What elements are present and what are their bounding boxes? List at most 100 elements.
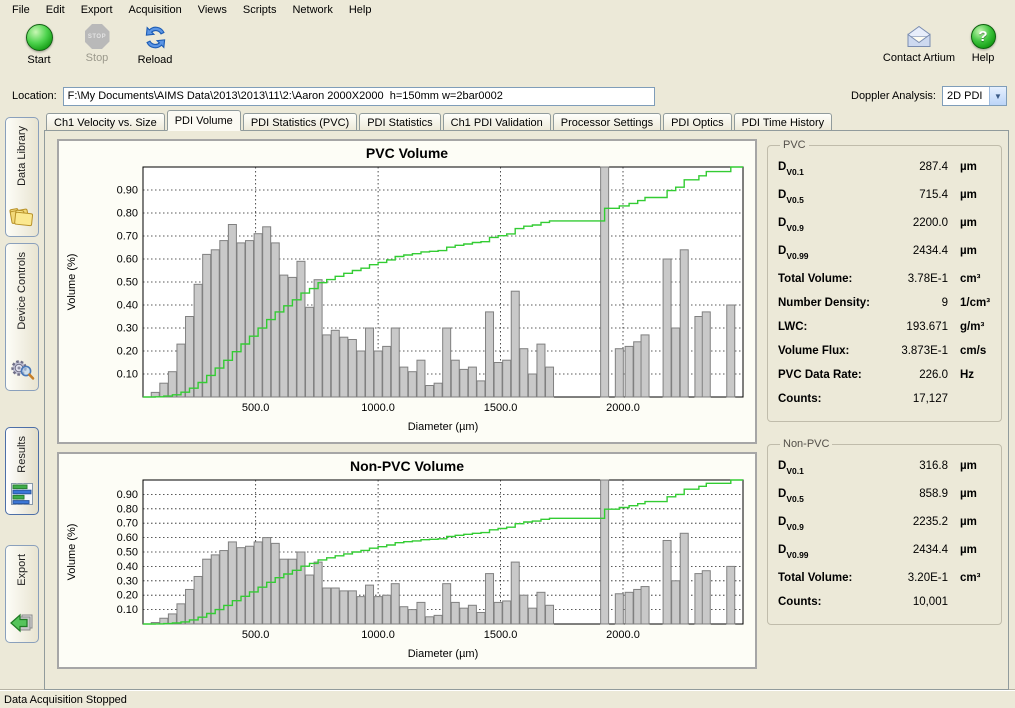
menu-item-file[interactable]: File [4,2,38,18]
svg-text:0.30: 0.30 [117,575,138,587]
tab-pdi-statistics[interactable]: PDI Statistics [359,113,440,131]
location-input[interactable] [63,87,655,106]
menu-item-acquisition[interactable]: Acquisition [121,2,190,18]
reload-button[interactable]: Reload [126,21,184,66]
pvc-row-total-volume: Total Volume:3.78E-1cm³ [778,273,993,297]
export-arrow-icon [9,604,35,637]
stat-value: 2200.0 [886,217,948,229]
menu-item-network[interactable]: Network [284,2,340,18]
pvc-stats-rows: DV0.1287.4µmDV0.5715.4µmDV0.92200.0µmDV0… [778,161,993,417]
sidebar-tab-label: Device Controls [16,252,28,330]
stat-label: DV0.99 [778,544,886,558]
doppler-analysis-select[interactable]: 2D PDI ▼ [942,86,1007,106]
stat-label: Total Volume: [778,572,886,584]
pvc-group-title: PVC [780,139,809,151]
non-pvc-row-dv0-1: DV0.1316.8µm [778,460,993,488]
reload-button-label: Reload [138,54,173,66]
menu-item-help[interactable]: Help [341,2,380,18]
stat-value: 10,001 [886,596,948,608]
help-button[interactable]: ? Help [961,21,1005,64]
pvc-row-number-density: Number Density:91/cm³ [778,297,993,321]
pvc-row-counts: Counts:17,127 [778,393,993,417]
stat-label: LWC: [778,321,886,333]
tab-ch1-pdi-validation[interactable]: Ch1 PDI Validation [443,113,551,131]
stat-value: 858.9 [886,488,948,500]
non-pvc-row-dv0-5: DV0.5858.9µm [778,488,993,516]
svg-text:0.80: 0.80 [117,503,138,515]
pvc-row-volume-flux: Volume Flux:3.873E-1cm/s [778,345,993,369]
svg-text:500.0: 500.0 [242,402,270,414]
tab-pdi-volume[interactable]: PDI Volume [167,110,241,131]
non-pvc-group-title: Non-PVC [780,438,832,450]
envelope-icon [904,24,934,49]
charts-column: PVC Volume 0.100.200.300.400.500.600.700… [57,139,757,683]
non-pvc-stats-rows: DV0.1316.8µmDV0.5858.9µmDV0.92235.2µmDV0… [778,460,993,620]
start-button[interactable]: Start [10,21,68,66]
svg-text:0.50: 0.50 [117,277,138,289]
location-label: Location: [12,90,57,102]
pvc-chart-title: PVC Volume [59,141,755,163]
pvc-row-dv0-99: DV0.992434.4µm [778,245,993,273]
pvc-stats-group: PVC DV0.1287.4µmDV0.5715.4µmDV0.92200.0µ… [767,139,1002,422]
tab-pdi-time-history[interactable]: PDI Time History [734,113,833,131]
stat-unit: µm [948,217,977,229]
stat-unit: cm³ [948,572,980,584]
content-area: Ch1 Velocity vs. SizePDI VolumePDI Stati… [44,109,1009,690]
stat-unit: cm/s [948,345,986,357]
tab-pdi-statistics-pvc[interactable]: PDI Statistics (PVC) [243,113,357,131]
stop-icon-text: STOP [88,34,106,40]
chevron-down-icon[interactable]: ▼ [989,87,1006,105]
stat-unit: Hz [948,369,974,381]
svg-text:0.60: 0.60 [117,254,138,266]
start-button-label: Start [27,54,50,66]
tab-ch1-velocity-vs-size[interactable]: Ch1 Velocity vs. Size [46,113,165,131]
non-pvc-stats-group: Non-PVC DV0.1316.8µmDV0.5858.9µmDV0.9223… [767,438,1002,625]
toolbar: Start STOP Stop Reload Contact Artium ? … [0,19,1015,83]
svg-text:0.90: 0.90 [117,489,138,501]
stat-value: 2235.2 [886,516,948,528]
stat-unit: 1/cm³ [948,297,990,309]
stat-unit: µm [948,488,977,500]
menu-item-edit[interactable]: Edit [38,2,73,18]
menu-item-export[interactable]: Export [73,2,121,18]
stat-label: DV0.5 [778,488,886,502]
svg-text:Volume (%): Volume (%) [66,524,78,581]
sidebar-tab-results[interactable]: Results [5,427,39,515]
non-pvc-volume-chart-panel: Non-PVC Volume 0.100.200.300.400.500.600… [57,452,757,669]
stat-label: Counts: [778,596,886,608]
stat-value: 17,127 [886,393,948,405]
svg-text:2000.0: 2000.0 [606,402,640,414]
sidebar-tab-data-library[interactable]: Data Library [5,117,39,237]
status-text: Data Acquisition Stopped [4,694,127,706]
svg-text:0.70: 0.70 [117,518,138,530]
svg-text:500.0: 500.0 [242,629,270,641]
svg-text:1500.0: 1500.0 [484,402,518,414]
stat-unit: µm [948,161,977,173]
stat-unit: µm [948,544,977,556]
reload-icon [142,24,169,51]
stat-label: Volume Flux: [778,345,886,357]
svg-text:1000.0: 1000.0 [361,629,395,641]
svg-text:0.80: 0.80 [117,208,138,220]
stat-label: DV0.1 [778,460,886,474]
svg-text:0.10: 0.10 [117,369,138,381]
contact-artium-button[interactable]: Contact Artium [877,21,961,64]
stat-label: DV0.5 [778,189,886,203]
stop-button[interactable]: STOP Stop [68,21,126,64]
menu-item-views[interactable]: Views [190,2,235,18]
menu-item-scripts[interactable]: Scripts [235,2,285,18]
sidebar-tab-device-controls[interactable]: Device Controls [5,243,39,391]
tab-processor-settings[interactable]: Processor Settings [553,113,661,131]
stat-value: 9 [886,297,948,309]
svg-text:1000.0: 1000.0 [361,402,395,414]
app-window: FileEditExportAcquisitionViewsScriptsNet… [0,0,1015,708]
stat-unit: cm³ [948,273,980,285]
svg-text:0.30: 0.30 [117,323,138,335]
status-bar: Data Acquisition Stopped [0,690,1015,708]
start-icon [26,24,53,51]
sidebar-tab-export[interactable]: Export [5,545,39,643]
pvc-row-dv0-1: DV0.1287.4µm [778,161,993,189]
tab-pdi-optics[interactable]: PDI Optics [663,113,732,131]
stat-unit: µm [948,516,977,528]
main-area: Data Library Device Controls Results Export… [0,109,1015,690]
